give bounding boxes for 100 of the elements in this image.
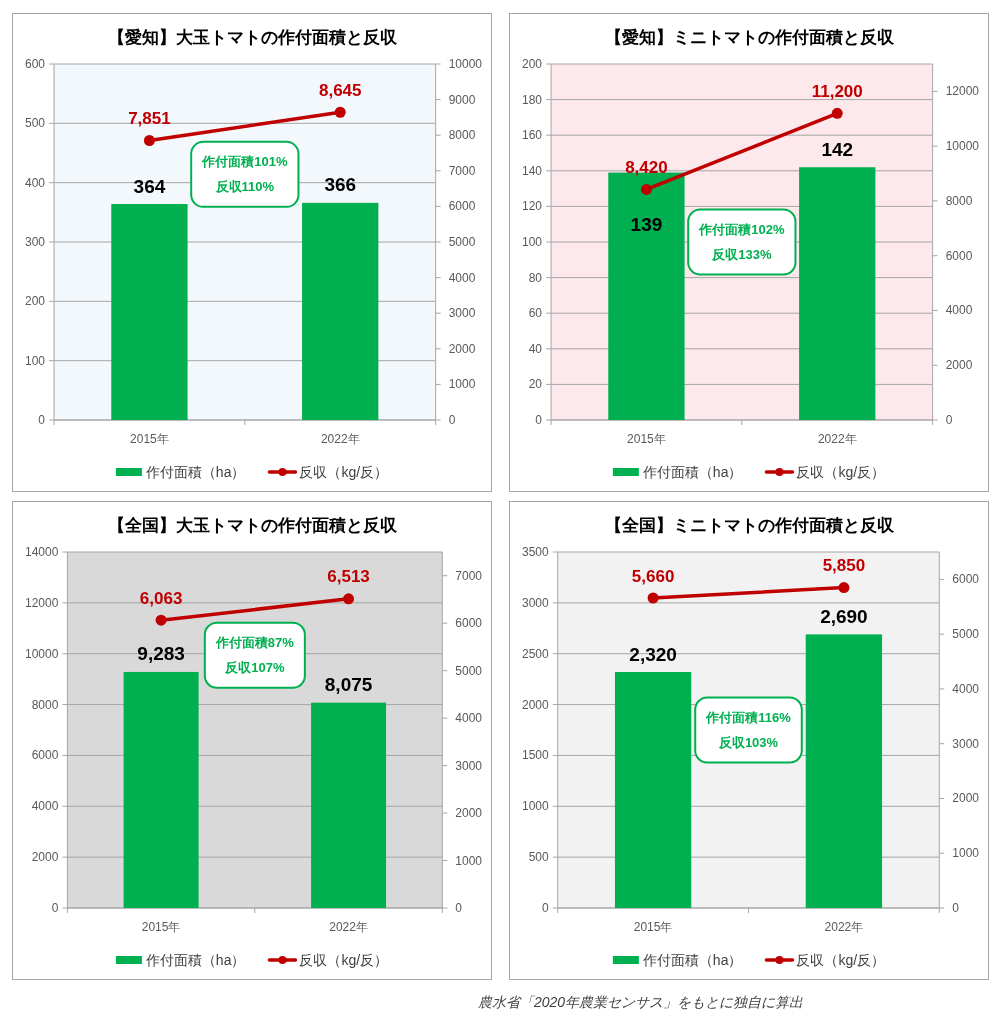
y2-tick-label: 7000 bbox=[448, 163, 476, 178]
y-tick-label: 6000 bbox=[31, 748, 59, 763]
y2-tick-label: 1000 bbox=[455, 853, 483, 868]
y-tick-label: 0 bbox=[542, 901, 550, 915]
x-tick-label: 2022年 bbox=[817, 432, 857, 446]
y-tick-label: 300 bbox=[25, 235, 46, 249]
annotation: 作付面積102% bbox=[698, 222, 785, 237]
y-tick-label: 500 bbox=[528, 850, 550, 865]
y-tick-label: 180 bbox=[522, 92, 543, 107]
data-label: 366 bbox=[324, 174, 357, 196]
data-label: 8,075 bbox=[324, 674, 373, 696]
y2-tick-label: 3000 bbox=[448, 306, 476, 321]
legend-label: 作付面積（ha） bbox=[641, 952, 743, 968]
y2-tick-label: 8000 bbox=[945, 193, 973, 208]
chart-title: 【全国】大玉トマトの作付面積と反収 bbox=[107, 516, 398, 535]
y2-tick-label: 10000 bbox=[448, 57, 483, 71]
y2-tick-label: 7000 bbox=[455, 568, 483, 583]
y-tick-label: 8000 bbox=[31, 697, 59, 712]
legend-label: 作付面積（ha） bbox=[144, 952, 246, 968]
y2-tick-label: 4000 bbox=[448, 270, 476, 285]
y-tick-label: 12000 bbox=[25, 595, 59, 610]
y-tick-label: 200 bbox=[25, 294, 46, 309]
y2-tick-label: 2000 bbox=[952, 791, 980, 806]
x-tick-label: 2022年 bbox=[329, 920, 368, 934]
y-tick-label: 2000 bbox=[522, 697, 550, 712]
y-tick-label: 0 bbox=[535, 413, 543, 427]
legend-label: 作付面積（ha） bbox=[641, 464, 743, 480]
y2-tick-label: 2000 bbox=[448, 341, 476, 356]
annotation: 作付面積116% bbox=[705, 710, 792, 725]
y-tick-label: 80 bbox=[528, 270, 543, 285]
y2-tick-label: 2000 bbox=[455, 806, 483, 821]
x-tick-label: 2022年 bbox=[824, 920, 864, 934]
legend-label: 反収（kg/反） bbox=[796, 952, 886, 968]
y2-tick-label: 9000 bbox=[448, 92, 476, 107]
data-label: 5,850 bbox=[822, 556, 866, 576]
y2-tick-label: 0 bbox=[952, 901, 960, 915]
x-tick-label: 2015年 bbox=[130, 432, 169, 446]
y-tick-label: 2000 bbox=[31, 850, 59, 865]
y2-tick-label: 6000 bbox=[448, 199, 476, 214]
y2-tick-label: 6000 bbox=[952, 572, 980, 587]
x-tick-label: 2022年 bbox=[320, 432, 360, 446]
annotation: 反収107% bbox=[224, 660, 285, 676]
y-tick-label: 140 bbox=[522, 163, 543, 178]
y2-tick-label: 1000 bbox=[448, 377, 476, 392]
annotation: 作付面積87% bbox=[214, 635, 295, 651]
data-label: 6,063 bbox=[139, 588, 183, 608]
y2-tick-label: 4000 bbox=[952, 681, 980, 696]
data-label: 9,283 bbox=[137, 643, 185, 665]
y-tick-label: 400 bbox=[25, 175, 46, 190]
data-label: 8,420 bbox=[625, 157, 668, 177]
data-label: 8,645 bbox=[318, 80, 362, 100]
y-tick-label: 2500 bbox=[522, 646, 550, 661]
y-tick-label: 120 bbox=[522, 199, 543, 214]
y2-tick-label: 0 bbox=[455, 901, 463, 915]
y-tick-label: 1000 bbox=[522, 799, 550, 814]
y2-tick-label: 6000 bbox=[945, 248, 973, 263]
y-tick-label: 3500 bbox=[522, 545, 550, 559]
data-label: 2,320 bbox=[629, 643, 677, 665]
text: 農水省「2020年農業センサス」をもとに独自に算出 bbox=[478, 994, 804, 1010]
y-tick-label: 200 bbox=[522, 57, 543, 71]
y-tick-label: 1500 bbox=[522, 748, 550, 763]
y2-tick-label: 5000 bbox=[455, 663, 483, 678]
annotation: 作付面積101% bbox=[201, 154, 288, 170]
y-tick-label: 600 bbox=[25, 57, 46, 71]
y2-tick-label: 3000 bbox=[952, 736, 980, 751]
y-tick-label: 0 bbox=[38, 413, 46, 427]
data-label: 139 bbox=[630, 213, 663, 235]
y2-tick-label: 5000 bbox=[448, 235, 476, 249]
data-label: 142 bbox=[821, 138, 854, 160]
x-tick-label: 2015年 bbox=[141, 920, 181, 934]
legend-label: 反収（kg/反） bbox=[796, 464, 886, 480]
chart-title: 【愛知】ミニトマトの作付面積と反収 bbox=[604, 28, 895, 47]
y-tick-label: 500 bbox=[25, 116, 46, 131]
chart-title: 【愛知】大玉トマトの作付面積と反収 bbox=[107, 28, 398, 47]
y2-tick-label: 4000 bbox=[945, 303, 973, 318]
x-tick-label: 2015年 bbox=[627, 432, 666, 446]
y2-tick-label: 12000 bbox=[945, 84, 980, 99]
y2-tick-label: 5000 bbox=[952, 627, 980, 642]
annotation: 反収103% bbox=[717, 735, 779, 750]
y-tick-label: 20 bbox=[528, 377, 543, 392]
x-tick-label: 2015年 bbox=[633, 920, 673, 934]
y2-tick-label: 8000 bbox=[448, 128, 476, 143]
y2-tick-label: 2000 bbox=[945, 358, 973, 373]
y-tick-label: 14000 bbox=[25, 545, 59, 559]
y-tick-label: 40 bbox=[528, 341, 543, 356]
data-label: 364 bbox=[133, 175, 166, 197]
y2-tick-label: 6000 bbox=[455, 616, 483, 631]
y-tick-label: 60 bbox=[528, 306, 543, 321]
y2-tick-label: 3000 bbox=[455, 758, 483, 773]
y2-tick-label: 10000 bbox=[945, 139, 980, 154]
data-label: 11,200 bbox=[811, 81, 863, 101]
y-tick-label: 4000 bbox=[31, 799, 59, 814]
y-tick-label: 3000 bbox=[522, 595, 550, 610]
data-label: 7,851 bbox=[128, 109, 171, 128]
y-tick-label: 10000 bbox=[25, 646, 59, 661]
y2-tick-label: 1000 bbox=[952, 846, 980, 861]
chart-title: 【全国】ミニトマトの作付面積と反収 bbox=[604, 516, 895, 535]
legend-label: 反収（kg/反） bbox=[299, 952, 389, 968]
y2-tick-label: 0 bbox=[448, 413, 456, 427]
data-label: 2,690 bbox=[820, 605, 868, 627]
